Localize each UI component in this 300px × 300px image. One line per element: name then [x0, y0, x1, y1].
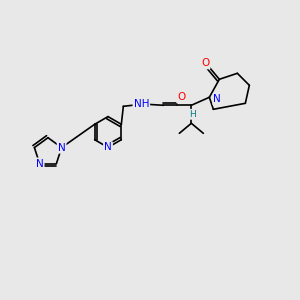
Text: NH: NH	[134, 99, 149, 109]
Text: O: O	[177, 92, 185, 102]
Text: N: N	[214, 94, 221, 104]
Text: N: N	[58, 142, 65, 153]
Text: N: N	[36, 159, 43, 169]
Text: O: O	[201, 58, 209, 68]
Text: N: N	[104, 142, 112, 152]
Text: H: H	[189, 110, 196, 119]
